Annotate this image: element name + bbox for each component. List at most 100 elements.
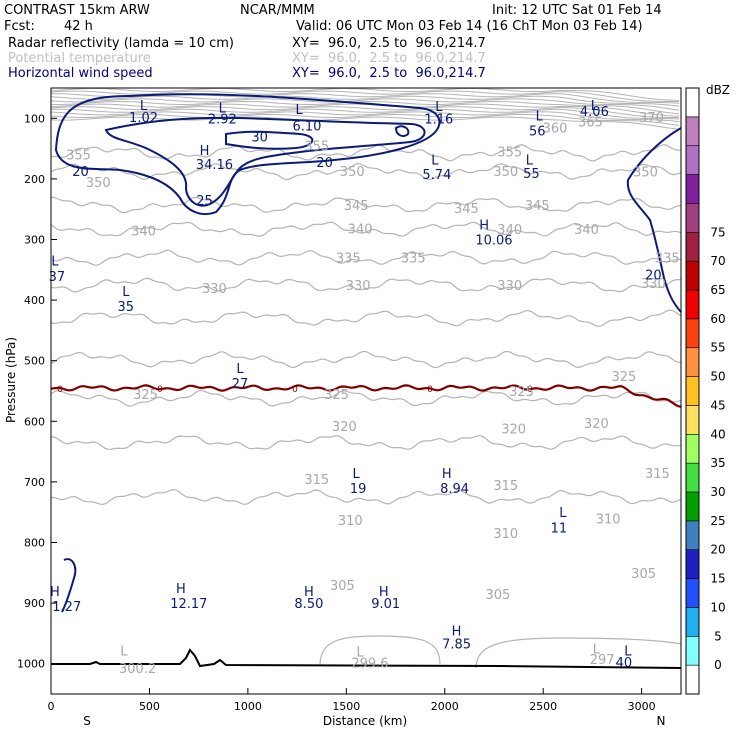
wind-label: 10.06 <box>475 234 512 249</box>
terrain-line <box>51 648 682 669</box>
theta-contour-line <box>50 488 682 506</box>
zero-dbz-label: 0 <box>292 385 298 395</box>
wind-isotachs <box>54 93 682 613</box>
wind-label: 34.16 <box>196 158 233 173</box>
y-tick-label: 200 <box>24 173 45 186</box>
theta-label: 355 <box>497 146 522 161</box>
x-tick-label: 500 <box>139 700 160 713</box>
theta-label: 340 <box>131 224 156 239</box>
colorbar-level-label: 40 <box>710 427 725 441</box>
init-label: Init: 12 UTC Sat 01 Feb 14 <box>492 3 662 18</box>
theta-label: 310 <box>493 527 518 542</box>
theta-contour-line <box>50 435 682 450</box>
wind-label: L <box>536 109 544 124</box>
theta-label: 350 <box>493 165 518 180</box>
x-tick-label: 0 <box>48 700 55 713</box>
zero-dbz-label: 0 <box>57 385 63 395</box>
theta-label: 305 <box>485 588 510 603</box>
wind-label: H <box>50 585 60 600</box>
colorbar-swatch <box>685 433 700 464</box>
theta-label: 330 <box>202 282 227 297</box>
wind-label: 1.02 <box>129 111 158 126</box>
fcst-value: 42 h <box>64 19 93 34</box>
wind-label: H <box>379 585 389 600</box>
theta-extremum-label: L <box>593 643 601 658</box>
theta-label: 360 <box>543 121 568 136</box>
x-tick-label: 2500 <box>529 700 557 713</box>
wind-label: 20 <box>72 165 89 180</box>
zero-dbz-contour: 0 0 0 0 0 <box>50 384 682 408</box>
theta-label: 335 <box>336 252 361 267</box>
y-tick-label: 1000 <box>17 658 45 671</box>
colorbar-swatch <box>685 578 700 608</box>
wind-label: L <box>526 154 534 169</box>
theta-label: 330 <box>641 277 666 292</box>
theta-label: 330 <box>346 279 371 294</box>
colorbar-level-label: 20 <box>710 543 725 557</box>
wind-label: H <box>452 624 462 639</box>
colorbar-frame <box>685 87 700 695</box>
wind-label: H <box>200 144 210 159</box>
colorbar-level-label: 35 <box>710 456 725 470</box>
wind-label: 40 <box>616 656 633 671</box>
theta-extremum-label: 299.6 <box>351 656 388 671</box>
colorbar-swatch <box>685 174 700 204</box>
theta-contour-line <box>50 162 682 181</box>
wind-label: L <box>431 154 439 169</box>
field-xy-wind: XY= 96.0, 2.5 to 96.0,214.7 <box>292 66 486 81</box>
theta-contour-line <box>50 277 682 293</box>
terrain-path <box>51 648 682 669</box>
theta-label: 330 <box>497 279 522 294</box>
theta-contour-line <box>50 309 682 327</box>
theta-contour-line <box>50 116 680 130</box>
colorbar-level-label: 60 <box>710 312 725 326</box>
theta-label: 305 <box>330 579 355 594</box>
wind-label: 1.16 <box>424 112 453 127</box>
field-xy-theta: XY= 96.0, 2.5 to 96.0,214.7 <box>292 51 486 66</box>
wind-label: 8.50 <box>294 597 323 612</box>
theta-contour-line <box>50 106 680 119</box>
theta-extremum-label: 297. <box>590 653 619 668</box>
theta-label: 320 <box>501 423 526 438</box>
x-tick-label: 3000 <box>628 700 656 713</box>
colorbar-swatch <box>685 549 700 579</box>
wind-label: 4.06 <box>580 105 609 120</box>
wind-label: H <box>176 582 186 597</box>
field-name-reflectivity: Radar reflectivity (lamda = 10 cm) <box>8 36 234 51</box>
wind-label: L <box>295 103 303 118</box>
theta-label: 325 <box>133 388 158 403</box>
theta-label: 350 <box>633 166 658 181</box>
wind-label: 12.17 <box>170 597 207 612</box>
theta-contour-line <box>50 111 680 123</box>
y-tick-label: 600 <box>24 415 45 428</box>
x-tick-label: 1000 <box>234 700 262 713</box>
theta-label: 335 <box>655 252 680 267</box>
theta-contour-line <box>50 108 680 120</box>
colorbar-level-label: 10 <box>710 600 725 614</box>
wind-label: L <box>122 285 130 300</box>
header: CONTRAST 15km ARW NCAR/MMM Init: 12 UTC … <box>4 3 662 81</box>
colorbar-swatch <box>685 635 700 666</box>
wind-label: 20 <box>645 269 662 284</box>
theta-label: 320 <box>584 417 609 432</box>
y-tick-label: 700 <box>24 476 45 489</box>
zero-dbz-label: 0 <box>427 385 433 395</box>
theta-contour-line <box>319 635 441 667</box>
y-tick-label: 100 <box>24 112 45 125</box>
y-tick-label: 800 <box>24 537 45 550</box>
theta-extremum-label: L <box>120 644 128 659</box>
wind-label: 37 <box>49 270 66 285</box>
wind-isotach-line <box>61 558 77 613</box>
theta-contour-line <box>50 98 680 111</box>
wind-label: 8.94 <box>440 482 469 497</box>
wind-label: 9.01 <box>371 597 400 612</box>
zero-dbz-label: 0 <box>527 385 533 395</box>
theta-label: 315 <box>645 467 670 482</box>
theta-contour-line <box>50 249 681 266</box>
wind-isotach-line <box>54 93 441 216</box>
theta-label: 315 <box>493 479 518 494</box>
theta-contour-line <box>475 637 682 669</box>
colorbar: dBZ 0 5 10 15 20 25 30 35 40 45 50 55 60 65 70 75 <box>685 83 730 695</box>
wind-isotach-line <box>104 116 426 207</box>
